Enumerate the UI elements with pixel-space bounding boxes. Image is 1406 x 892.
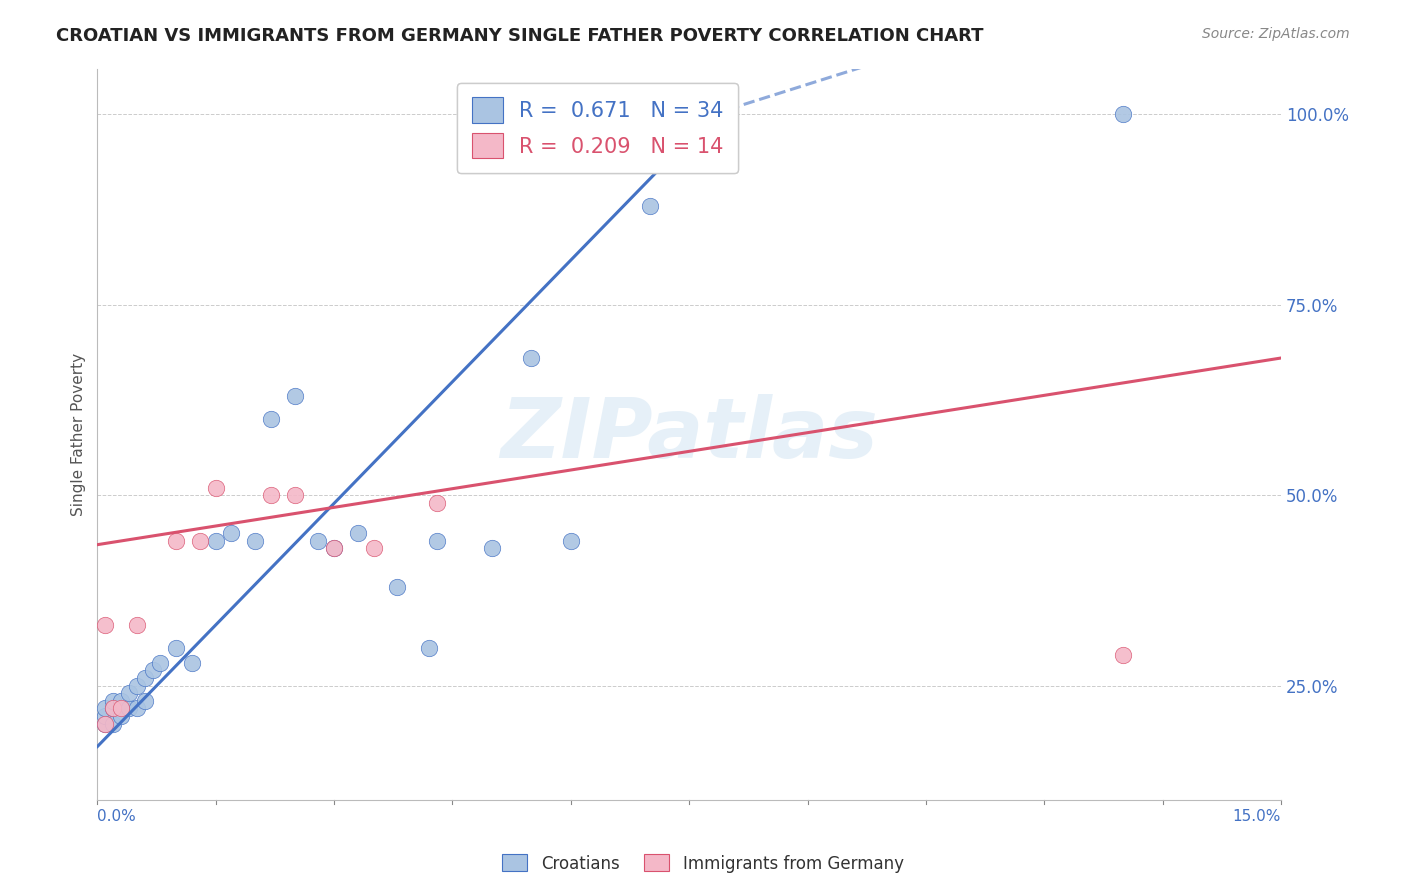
Point	[94, 701, 117, 715]
Point	[125, 701, 148, 715]
Point	[560, 533, 582, 548]
Legend: Croatians, Immigrants from Germany: Croatians, Immigrants from Germany	[496, 847, 910, 880]
Point	[165, 640, 187, 655]
Point	[426, 496, 449, 510]
Point	[481, 541, 503, 556]
Text: Source: ZipAtlas.com: Source: ZipAtlas.com	[1202, 27, 1350, 41]
Point	[118, 686, 141, 700]
Point	[94, 709, 117, 723]
Point	[243, 533, 266, 548]
Point	[94, 617, 117, 632]
Point	[323, 541, 346, 556]
Point	[125, 679, 148, 693]
Y-axis label: Single Father Poverty: Single Father Poverty	[72, 352, 86, 516]
Point	[638, 199, 661, 213]
Point	[284, 488, 307, 502]
Text: ZIPatlas: ZIPatlas	[501, 393, 879, 475]
Point	[181, 656, 204, 670]
Point	[142, 664, 165, 678]
Point	[110, 709, 132, 723]
Point	[418, 640, 440, 655]
Point	[323, 541, 346, 556]
Point	[363, 541, 385, 556]
Point	[165, 533, 187, 548]
Point	[387, 580, 409, 594]
Point	[101, 701, 124, 715]
Point	[94, 716, 117, 731]
Point	[204, 533, 226, 548]
Point	[125, 617, 148, 632]
Point	[134, 694, 156, 708]
Text: 15.0%: 15.0%	[1233, 809, 1281, 824]
Point	[101, 701, 124, 715]
Point	[284, 389, 307, 403]
Point	[520, 351, 543, 365]
Text: 0.0%: 0.0%	[97, 809, 136, 824]
Point	[1112, 648, 1135, 662]
Legend: R =  0.671   N = 34, R =  0.209   N = 14: R = 0.671 N = 34, R = 0.209 N = 14	[457, 83, 738, 173]
Point	[188, 533, 211, 548]
Point	[110, 694, 132, 708]
Point	[204, 481, 226, 495]
Point	[426, 533, 449, 548]
Point	[118, 701, 141, 715]
Point	[149, 656, 172, 670]
Point	[260, 488, 283, 502]
Text: CROATIAN VS IMMIGRANTS FROM GERMANY SINGLE FATHER POVERTY CORRELATION CHART: CROATIAN VS IMMIGRANTS FROM GERMANY SING…	[56, 27, 984, 45]
Point	[260, 412, 283, 426]
Point	[134, 671, 156, 685]
Point	[110, 701, 132, 715]
Point	[307, 533, 329, 548]
Point	[1112, 107, 1135, 121]
Point	[221, 526, 243, 541]
Point	[346, 526, 368, 541]
Point	[101, 694, 124, 708]
Point	[101, 716, 124, 731]
Point	[94, 716, 117, 731]
